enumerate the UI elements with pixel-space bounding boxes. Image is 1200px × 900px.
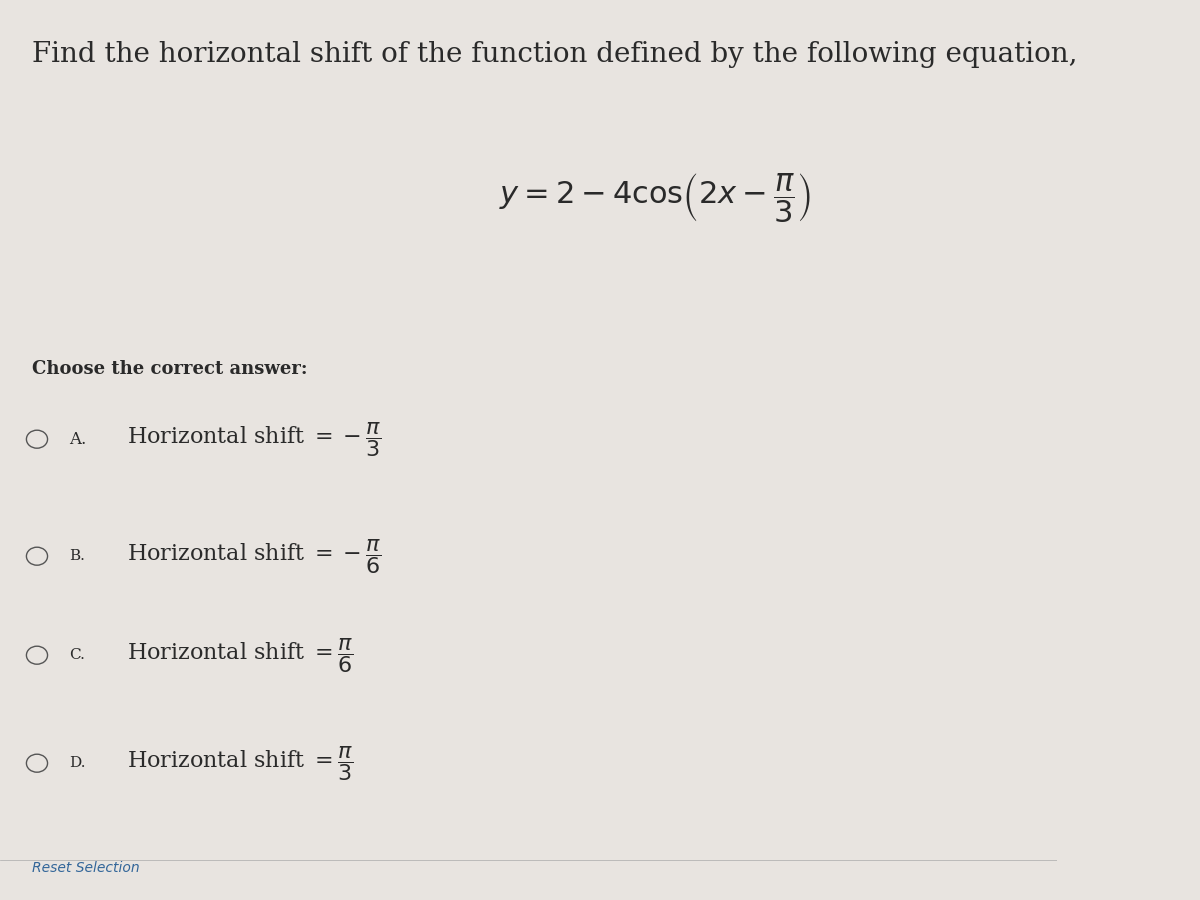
Text: Reset Selection: Reset Selection: [31, 861, 139, 876]
Text: Horizontal shift $= \dfrac{\pi}{6}$: Horizontal shift $= \dfrac{\pi}{6}$: [127, 635, 354, 675]
Text: D.: D.: [68, 756, 85, 770]
Text: Choose the correct answer:: Choose the correct answer:: [31, 360, 307, 378]
Text: Horizontal shift $= -\dfrac{\pi}{3}$: Horizontal shift $= -\dfrac{\pi}{3}$: [127, 419, 382, 459]
Text: B.: B.: [68, 549, 84, 563]
Text: Horizontal shift $= \dfrac{\pi}{3}$: Horizontal shift $= \dfrac{\pi}{3}$: [127, 743, 354, 783]
Text: C.: C.: [68, 648, 84, 662]
Text: Find the horizontal shift of the function defined by the following equation,: Find the horizontal shift of the functio…: [31, 40, 1078, 68]
Text: $y = 2 - 4\cos\!\left(2x - \dfrac{\pi}{3}\right)$: $y = 2 - 4\cos\!\left(2x - \dfrac{\pi}{3…: [499, 171, 811, 225]
Text: A.: A.: [68, 431, 86, 447]
Text: Horizontal shift $= -\dfrac{\pi}{6}$: Horizontal shift $= -\dfrac{\pi}{6}$: [127, 536, 382, 576]
